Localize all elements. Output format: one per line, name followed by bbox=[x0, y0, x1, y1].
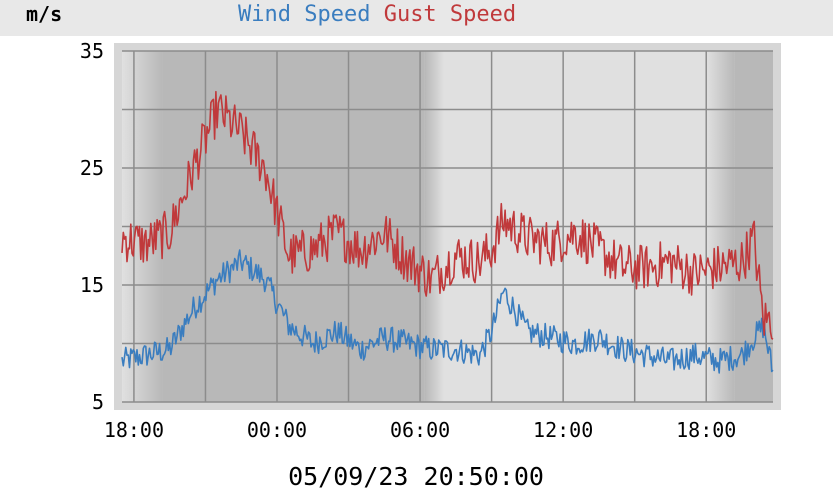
timestamp: 05/09/23 20:50:00 bbox=[288, 462, 544, 491]
y-tick-label: 15 bbox=[80, 273, 104, 297]
x-tick-label: 00:00 bbox=[247, 418, 307, 442]
x-tick-label: 18:00 bbox=[676, 418, 736, 442]
y-tick-label: 5 bbox=[92, 390, 104, 414]
x-tick-label: 12:00 bbox=[533, 418, 593, 442]
y-tick-label: 25 bbox=[80, 156, 104, 180]
y-tick-label: 35 bbox=[80, 39, 104, 63]
unit-label: m/s bbox=[26, 2, 62, 26]
header-band bbox=[0, 0, 833, 36]
x-tick-label: 06:00 bbox=[390, 418, 450, 442]
x-tick-label: 18:00 bbox=[104, 418, 164, 442]
series-line-wind-speed bbox=[121, 249, 774, 374]
legend-entry-wind-speed: Wind Speed bbox=[238, 2, 370, 27]
series-line-gust-speed bbox=[121, 90, 774, 340]
legend-entry-gust-speed: Gust Speed bbox=[370, 2, 516, 27]
legend: Wind Speed Gust Speed bbox=[238, 2, 516, 27]
